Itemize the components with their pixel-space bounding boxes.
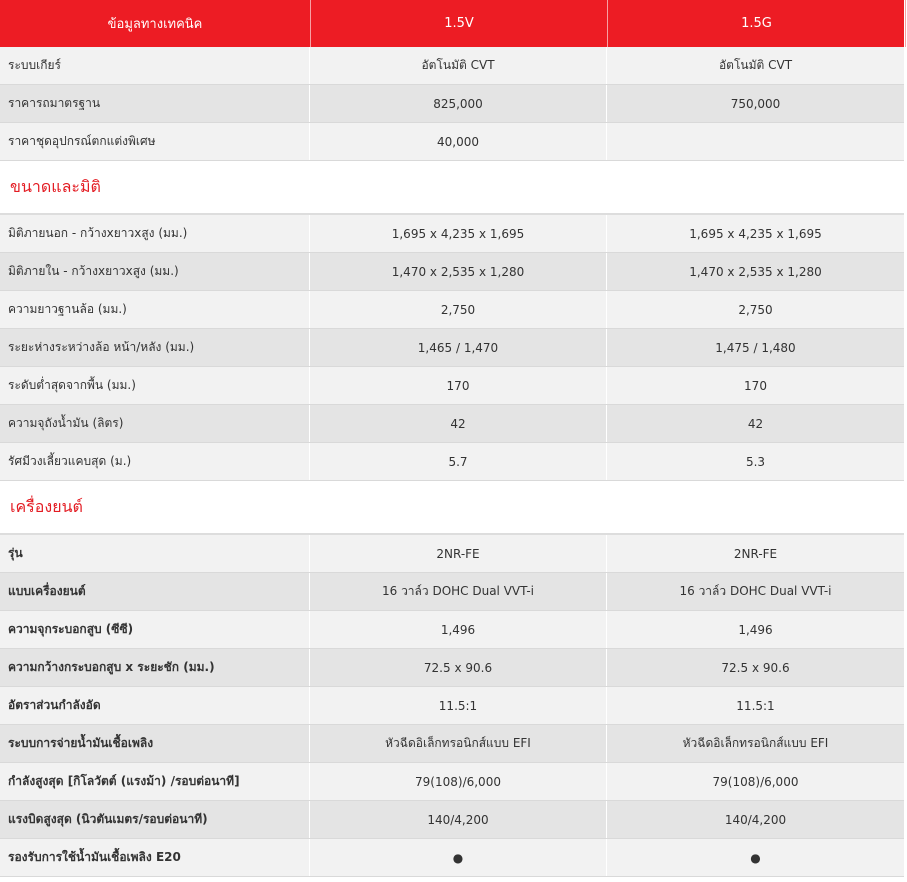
table-header: ข้อมูลทางเทคนิค 1.5V 1.5G — [0, 0, 906, 47]
table-row: ความจุกระบอกสูบ (ซีซี) 1,496 1,496 — [0, 611, 905, 649]
row-label: ระยะห่างระหว่างล้อ หน้า/หลัง (มม.) — [0, 329, 310, 366]
table-row: ความจุถังน้ำมัน (ลิตร) 42 42 — [0, 405, 905, 443]
row-label: ระบบเกียร์ — [0, 47, 310, 84]
value-1-5g: 42 — [607, 405, 905, 442]
value-1-5v: 140/4,200 — [310, 801, 607, 838]
row-label: ความจุกระบอกสูบ (ซีซี) — [0, 611, 310, 648]
value-1-5g: 1,695 x 4,235 x 1,695 — [607, 215, 905, 252]
value-1-5v: 1,695 x 4,235 x 1,695 — [310, 215, 607, 252]
table-row: ระยะห่างระหว่างล้อ หน้า/หลัง (มม.) 1,465 … — [0, 329, 905, 367]
table-row: ระบบเกียร์ อัตโนมัติ CVT อัตโนมัติ CVT — [0, 47, 905, 85]
value-1-5g: อัตโนมัติ CVT — [607, 47, 905, 84]
table-row: แบบเครื่องยนต์ 16 วาล์ว DOHC Dual VVT-i 16… — [0, 573, 905, 611]
header-1-5v: 1.5V — [311, 0, 608, 47]
value-1-5g: 72.5 x 90.6 — [607, 649, 905, 686]
value-1-5g: 5.3 — [607, 443, 905, 480]
row-label: ความจุถังน้ำมัน (ลิตร) — [0, 405, 310, 442]
table-row: ระบบการจ่ายน้ำมันเชื้อเพลิง หัวฉีดอิเล็กท… — [0, 725, 905, 763]
value-1-5v: หัวฉีดอิเล็กทรอนิกส์แบบ EFI — [310, 725, 607, 762]
row-label: รัศมีวงเลี้ยวแคบสุด (ม.) — [0, 443, 310, 480]
value-1-5v: 1,470 x 2,535 x 1,280 — [310, 253, 607, 290]
table-row: อัตราส่วนกำลังอัด 11.5:1 11.5:1 — [0, 687, 905, 725]
section-title: ขนาดและมิติ — [0, 161, 904, 215]
value-1-5g: หัวฉีดอิเล็กทรอนิกส์แบบ EFI — [607, 725, 905, 762]
row-label: ความยาวฐานล้อ (มม.) — [0, 291, 310, 328]
value-1-5g: 1,496 — [607, 611, 905, 648]
value-1-5v: อัตโนมัติ CVT — [310, 47, 607, 84]
row-label: รองรับการใช้น้ำมันเชื้อเพลิง E20 — [0, 839, 310, 876]
value-1-5g: 79(108)/6,000 — [607, 763, 905, 800]
row-label: มิติภายนอก - กว้างxยาวxสูง (มม.) — [0, 215, 310, 252]
value-1-5g: 2,750 — [607, 291, 905, 328]
value-1-5g: 1,475 / 1,480 — [607, 329, 905, 366]
value-1-5g: 1,470 x 2,535 x 1,280 — [607, 253, 905, 290]
row-label: แบบเครื่องยนต์ — [0, 573, 310, 610]
table-row: ราคาชุดอุปกรณ์ตกแต่งพิเศษ 40,000 — [0, 123, 905, 161]
row-label: ระบบการจ่ายน้ำมันเชื้อเพลิง — [0, 725, 310, 762]
row-label: ราคารถมาตรฐาน — [0, 85, 310, 122]
value-1-5v: 2NR-FE — [310, 535, 607, 572]
value-1-5v: 170 — [310, 367, 607, 404]
section-title: เครื่องยนต์ — [0, 481, 904, 535]
value-1-5v: 16 วาล์ว DOHC Dual VVT-i — [310, 573, 607, 610]
row-label: ราคาชุดอุปกรณ์ตกแต่งพิเศษ — [0, 123, 310, 160]
table-row: ความยาวฐานล้อ (มม.) 2,750 2,750 — [0, 291, 905, 329]
value-1-5v: 42 — [310, 405, 607, 442]
value-1-5v: 40,000 — [310, 123, 607, 160]
value-1-5v: 79(108)/6,000 — [310, 763, 607, 800]
value-1-5g: 11.5:1 — [607, 687, 905, 724]
row-label: รุ่น — [0, 535, 310, 572]
row-label: กำลังสูงสุด [กิโลวัตต์ (แรงม้า) /รอบต่อน… — [0, 763, 310, 800]
value-1-5v: 1,496 — [310, 611, 607, 648]
row-label: แรงบิดสูงสุด (นิวตันเมตร/รอบต่อนาที) — [0, 801, 310, 838]
value-1-5v: 11.5:1 — [310, 687, 607, 724]
value-1-5v: 825,000 — [310, 85, 607, 122]
table-row: แรงบิดสูงสุด (นิวตันเมตร/รอบต่อนาที) 140/… — [0, 801, 905, 839]
table-row: ระดับต่ำสุดจากพื้น (มม.) 170 170 — [0, 367, 905, 405]
row-label: ระดับต่ำสุดจากพื้น (มม.) — [0, 367, 310, 404]
value-1-5g: ● — [607, 839, 905, 876]
value-1-5g: 2NR-FE — [607, 535, 905, 572]
table-body: ระบบเกียร์ อัตโนมัติ CVT อัตโนมัติ CVT ราคา… — [0, 47, 905, 877]
table-row: รัศมีวงเลี้ยวแคบสุด (ม.) 5.7 5.3 — [0, 443, 905, 481]
value-1-5v: 72.5 x 90.6 — [310, 649, 607, 686]
value-1-5g: 16 วาล์ว DOHC Dual VVT-i — [607, 573, 905, 610]
value-1-5g: 750,000 — [607, 85, 905, 122]
table-row: ราคารถมาตรฐาน 825,000 750,000 — [0, 85, 905, 123]
table-row: ความกว้างกระบอกสูบ x ระยะชัก (มม.) 72.5 x… — [0, 649, 905, 687]
value-1-5v: 5.7 — [310, 443, 607, 480]
value-1-5v: 1,465 / 1,470 — [310, 329, 607, 366]
table-row: รุ่น 2NR-FE 2NR-FE — [0, 535, 905, 573]
value-1-5g: 140/4,200 — [607, 801, 905, 838]
value-1-5v: ● — [310, 839, 607, 876]
table-row: รองรับการใช้น้ำมันเชื้อเพลิง E20 ● ● — [0, 839, 905, 877]
value-1-5g — [607, 123, 905, 160]
row-label: ความกว้างกระบอกสูบ x ระยะชัก (มม.) — [0, 649, 310, 686]
header-1-5g: 1.5G — [608, 0, 906, 47]
value-1-5g: 170 — [607, 367, 905, 404]
row-label: อัตราส่วนกำลังอัด — [0, 687, 310, 724]
header-spec: ข้อมูลทางเทคนิค — [0, 0, 311, 47]
table-row: มิติภายใน - กว้างxยาวxสูง (มม.) 1,470 x 2… — [0, 253, 905, 291]
table-row: กำลังสูงสุด [กิโลวัตต์ (แรงม้า) /รอบต่อน… — [0, 763, 905, 801]
table-row: มิติภายนอก - กว้างxยาวxสูง (มม.) 1,695 x … — [0, 215, 905, 253]
value-1-5v: 2,750 — [310, 291, 607, 328]
row-label: มิติภายใน - กว้างxยาวxสูง (มม.) — [0, 253, 310, 290]
